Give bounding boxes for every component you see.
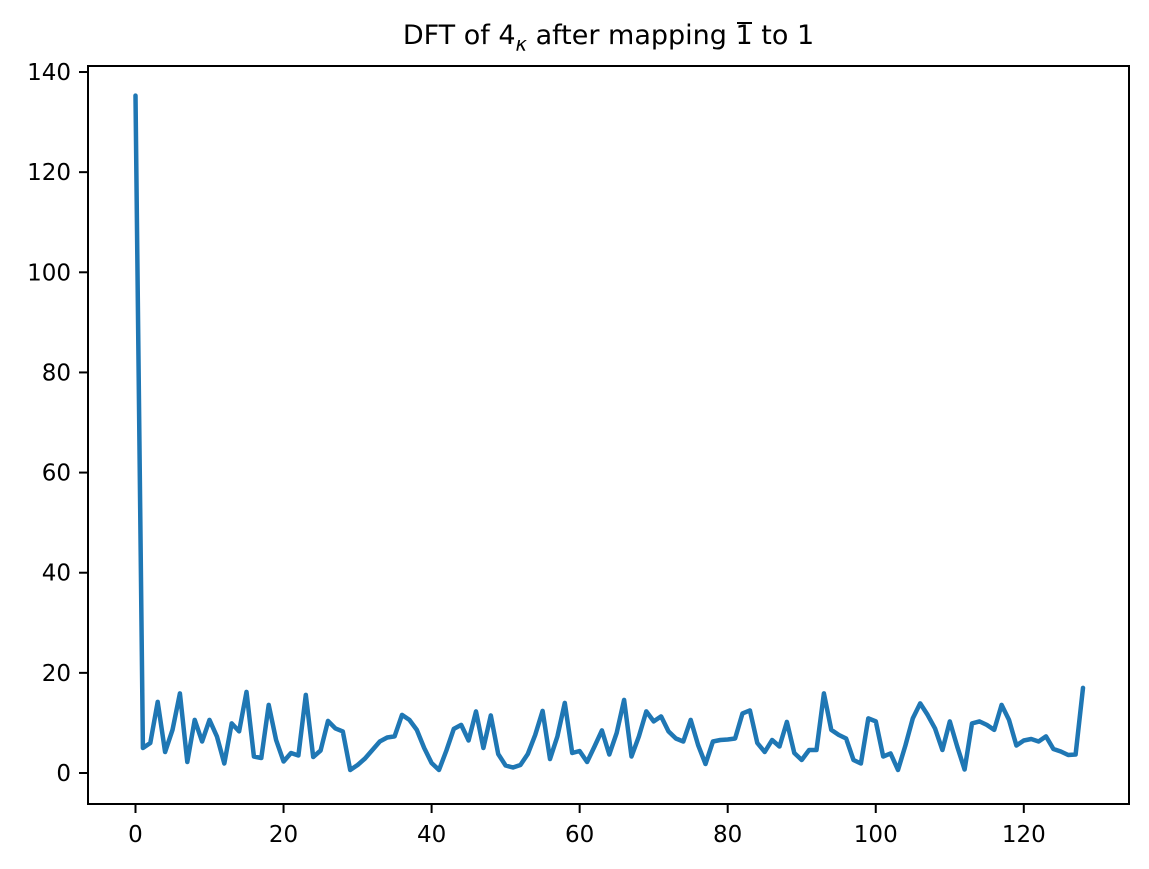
x-tick-label: 120 xyxy=(1002,822,1046,848)
y-tick-label: 80 xyxy=(42,360,71,386)
x-tick-label: 20 xyxy=(269,822,298,848)
axes-spines xyxy=(87,65,1130,805)
x-tick-label: 100 xyxy=(854,822,898,848)
title-overlined-one: 1 xyxy=(735,20,753,51)
chart-title: DFT of 4κ after mapping 1 to 1 xyxy=(88,20,1129,54)
x-tick-label: 60 xyxy=(565,822,594,848)
x-tick-label: 0 xyxy=(128,822,143,848)
title-text-suffix: to 1 xyxy=(752,20,815,51)
y-tick-label: 100 xyxy=(27,260,71,286)
y-tick-label: 140 xyxy=(27,60,71,86)
title-text-middle: after mapping xyxy=(527,20,736,51)
x-tick-label: 40 xyxy=(417,822,446,848)
y-tick-label: 0 xyxy=(56,761,71,787)
y-tick-label: 40 xyxy=(42,561,71,587)
y-tick-label: 120 xyxy=(27,160,71,186)
y-tick-label: 60 xyxy=(42,461,71,487)
x-tick-label: 80 xyxy=(713,822,742,848)
dft-series-line xyxy=(133,93,1086,773)
title-subscript-kappa: κ xyxy=(515,32,528,56)
y-tick-label: 20 xyxy=(42,661,71,687)
title-text-prefix: DFT of 4 xyxy=(402,20,516,51)
